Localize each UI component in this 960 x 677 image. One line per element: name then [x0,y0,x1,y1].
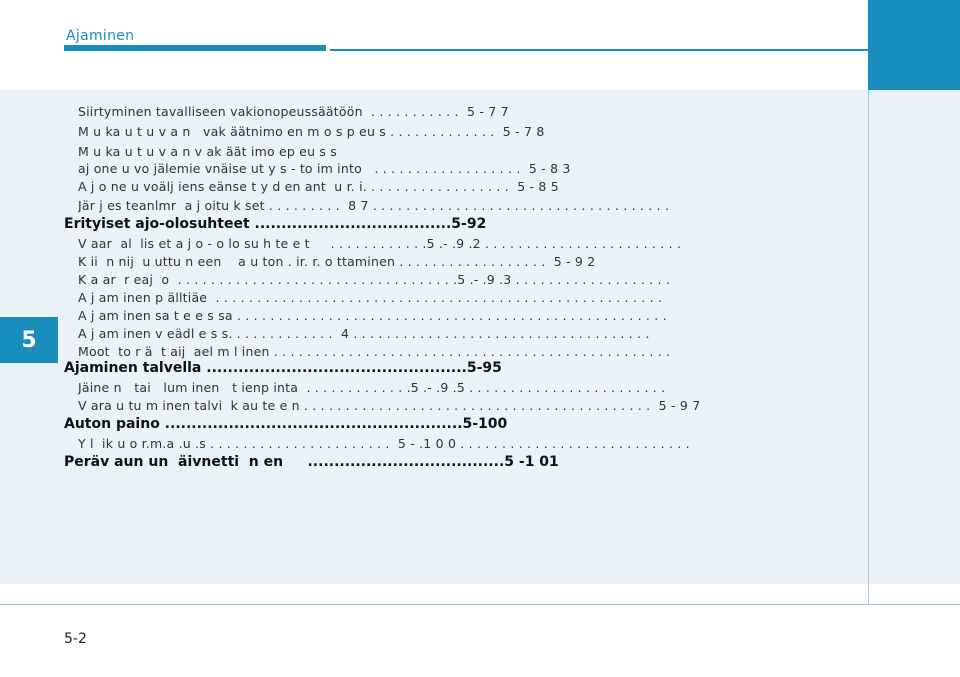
toc-section-heading[interactable]: Ajaminen talvella ......................… [64,360,502,376]
toc-entry[interactable]: Siirtyminen tavalliseen vakionopeussäätö… [78,104,509,119]
toc-entry[interactable]: K ii n nij u uttu n een a u ton . ir. r.… [78,254,596,269]
toc-entry[interactable]: A j am inen v eädl e s s. . . . . . . . … [78,326,650,341]
toc-section-heading[interactable]: Erityiset ajo-olosuhteet ...............… [64,216,487,232]
chapter-tab[interactable]: 5 [0,317,58,363]
footer-rule [0,604,960,605]
page-number: 5-2 [64,631,87,647]
toc-entry[interactable]: V aar al lis et a j o - o lo su h te e t… [78,236,682,251]
toc-panel [0,90,960,584]
toc-entry[interactable]: Moot to r ä t aij ael m l inen . . . . .… [78,344,671,359]
toc-section-heading[interactable]: Peräv aun un äivnetti n en .............… [64,454,559,470]
toc-entry[interactable]: M u ka u t u v a n v ak äät imo ep eu s … [78,144,337,159]
toc-entry[interactable]: A j o ne u voälj iens eänse t y d en ant… [78,179,559,194]
corner-color-block [868,0,960,90]
toc-section-heading[interactable]: Auton paino ............................… [64,416,508,432]
toc-entry[interactable]: M u ka u t u v a n vak äätnimo en m o s … [78,124,545,139]
header-rule [330,49,868,51]
toc-entry[interactable]: V ara u tu m inen talvi k au te e n . . … [78,398,701,413]
toc-entry[interactable]: Jäine n tai lum inen t ienp inta . . . .… [78,380,666,395]
header-accent-bar [64,45,326,51]
section-title: Ajaminen [66,28,135,44]
toc-entry[interactable]: A j am inen p älltiäe . . . . . . . . . … [78,290,663,305]
right-divider [868,90,869,604]
toc-entry[interactable]: A j am inen sa t e e s sa . . . . . . . … [78,308,667,323]
toc-entry[interactable]: Y l ik u o r.m.a .u .s . . . . . . . . .… [78,436,690,451]
toc-entry[interactable]: K a ar r eaj o . . . . . . . . . . . . .… [78,272,671,287]
toc-entry[interactable]: aj one u vo jälemie vnäise ut y s - to i… [78,161,571,176]
toc-entry[interactable]: Jär j es teanlmr a j oitu k set . . . . … [78,198,670,213]
